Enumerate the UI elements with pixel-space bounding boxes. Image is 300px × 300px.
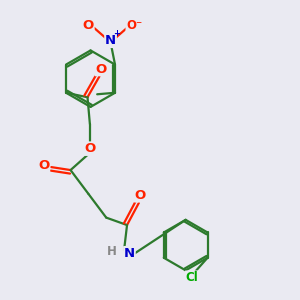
Text: O: O — [85, 142, 96, 155]
Text: +: + — [114, 29, 121, 38]
Text: N: N — [105, 34, 116, 47]
Text: O: O — [38, 159, 50, 172]
Text: Cl: Cl — [186, 271, 199, 284]
Text: O⁻: O⁻ — [126, 19, 142, 32]
Text: O: O — [82, 19, 94, 32]
Text: O: O — [95, 62, 106, 76]
Text: O: O — [135, 189, 146, 202]
Text: N: N — [124, 247, 135, 260]
Text: H: H — [106, 245, 116, 258]
